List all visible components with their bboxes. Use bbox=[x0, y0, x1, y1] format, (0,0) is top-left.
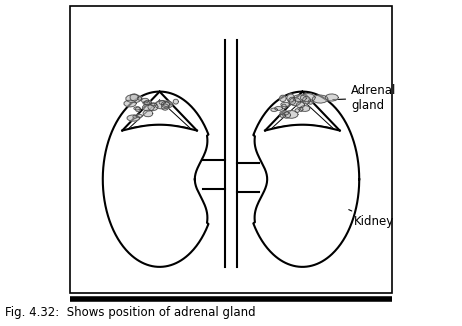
Polygon shape bbox=[301, 94, 315, 102]
Polygon shape bbox=[142, 98, 149, 103]
Polygon shape bbox=[280, 111, 289, 115]
Polygon shape bbox=[130, 94, 139, 101]
Polygon shape bbox=[308, 100, 313, 104]
Polygon shape bbox=[173, 99, 178, 104]
Polygon shape bbox=[295, 109, 299, 112]
Polygon shape bbox=[280, 114, 286, 117]
Polygon shape bbox=[162, 104, 169, 110]
Polygon shape bbox=[271, 108, 278, 111]
Polygon shape bbox=[282, 104, 286, 109]
Polygon shape bbox=[155, 101, 170, 109]
Polygon shape bbox=[133, 115, 137, 118]
Polygon shape bbox=[126, 95, 141, 103]
Polygon shape bbox=[297, 102, 304, 108]
Polygon shape bbox=[136, 114, 142, 118]
Text: Adrenal
gland: Adrenal gland bbox=[333, 84, 396, 112]
Polygon shape bbox=[280, 95, 286, 102]
Polygon shape bbox=[143, 101, 150, 105]
Polygon shape bbox=[299, 107, 303, 111]
Text: Fig. 4.32:  Shows position of adrenal gland: Fig. 4.32: Shows position of adrenal gla… bbox=[5, 306, 255, 319]
Polygon shape bbox=[161, 101, 173, 108]
Polygon shape bbox=[143, 110, 153, 117]
Polygon shape bbox=[138, 96, 142, 100]
Polygon shape bbox=[143, 104, 154, 111]
Bar bbox=[70, 6, 392, 293]
Polygon shape bbox=[300, 106, 310, 111]
Polygon shape bbox=[134, 107, 140, 110]
Polygon shape bbox=[283, 112, 291, 118]
Polygon shape bbox=[290, 98, 301, 106]
Polygon shape bbox=[148, 103, 158, 111]
Polygon shape bbox=[312, 95, 328, 103]
Polygon shape bbox=[151, 103, 157, 106]
Polygon shape bbox=[325, 94, 338, 101]
Polygon shape bbox=[289, 97, 296, 105]
Polygon shape bbox=[285, 111, 298, 118]
Polygon shape bbox=[124, 100, 136, 107]
Polygon shape bbox=[275, 107, 283, 111]
Polygon shape bbox=[159, 100, 165, 105]
Polygon shape bbox=[293, 95, 306, 102]
Polygon shape bbox=[135, 107, 140, 111]
Polygon shape bbox=[127, 115, 140, 121]
Polygon shape bbox=[163, 102, 170, 107]
Text: Kidney: Kidney bbox=[349, 210, 395, 228]
Polygon shape bbox=[281, 102, 290, 107]
Polygon shape bbox=[303, 96, 310, 104]
Polygon shape bbox=[287, 94, 295, 102]
Polygon shape bbox=[145, 100, 151, 106]
